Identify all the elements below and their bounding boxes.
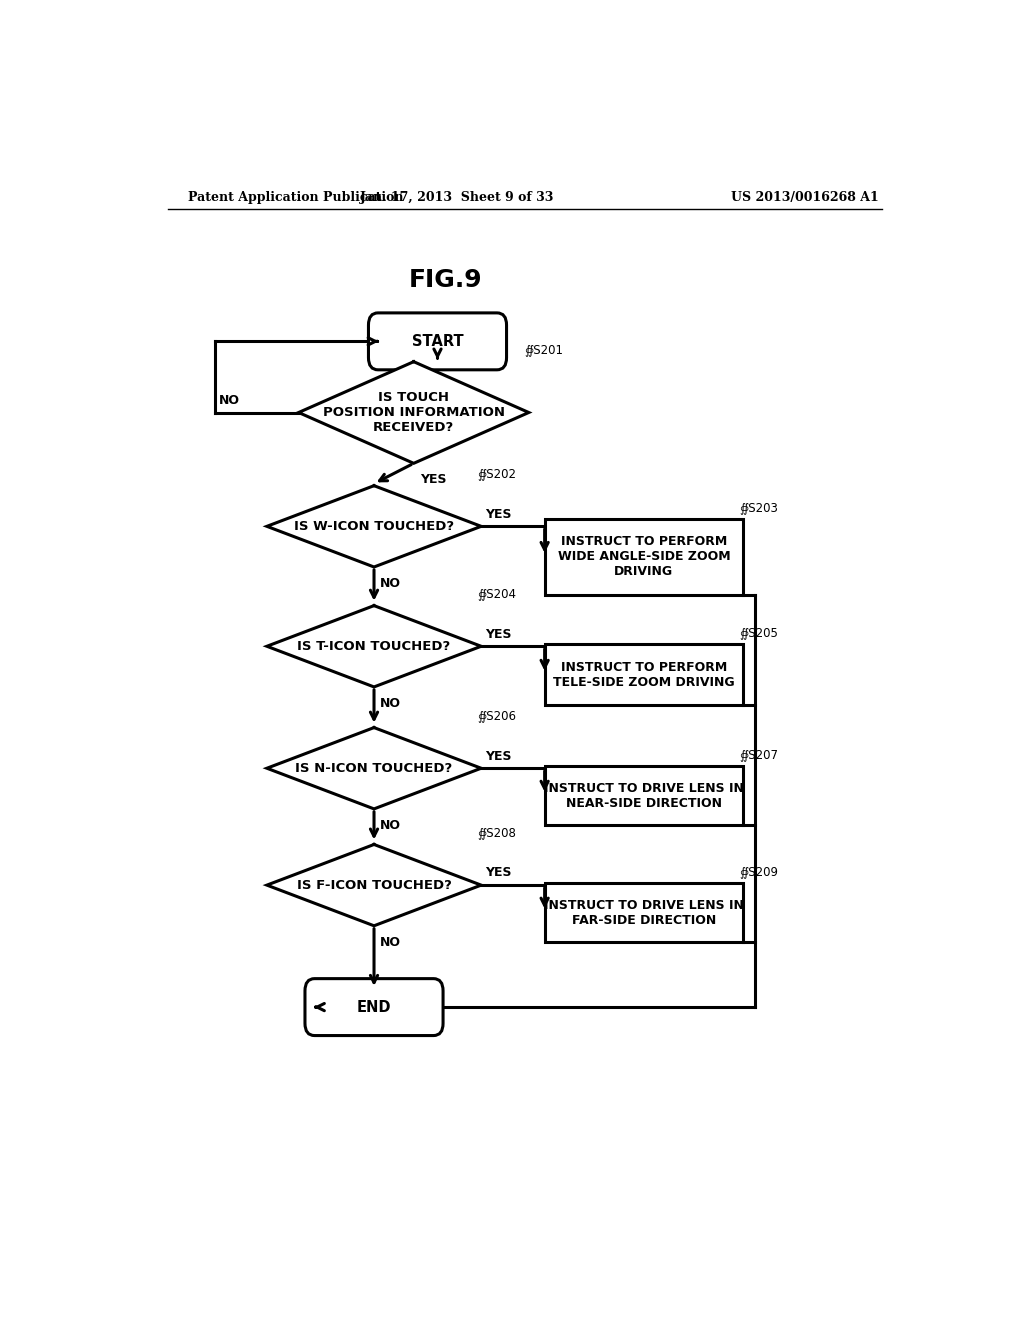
Text: YES: YES xyxy=(420,473,446,486)
Text: ∯S209: ∯S209 xyxy=(739,865,778,878)
Text: IS W-ICON TOUCHED?: IS W-ICON TOUCHED? xyxy=(294,520,454,533)
Bar xyxy=(545,883,743,942)
Text: INSTRUCT TO PERFORM
WIDE ANGLE-SIDE ZOOM
DRIVING: INSTRUCT TO PERFORM WIDE ANGLE-SIDE ZOOM… xyxy=(557,536,730,578)
Text: NO: NO xyxy=(380,936,401,949)
Bar xyxy=(545,519,743,595)
Text: Patent Application Publication: Patent Application Publication xyxy=(187,190,403,203)
Text: IS F-ICON TOUCHED?: IS F-ICON TOUCHED? xyxy=(297,879,452,891)
Polygon shape xyxy=(299,362,528,463)
Polygon shape xyxy=(267,727,481,809)
Bar xyxy=(545,766,743,825)
Text: INSTRUCT TO DRIVE LENS IN
NEAR-SIDE DIRECTION: INSTRUCT TO DRIVE LENS IN NEAR-SIDE DIRE… xyxy=(544,781,743,809)
Text: ∯S203: ∯S203 xyxy=(739,500,778,513)
Text: INSTRUCT TO DRIVE LENS IN
FAR-SIDE DIRECTION: INSTRUCT TO DRIVE LENS IN FAR-SIDE DIREC… xyxy=(544,899,743,927)
Text: NO: NO xyxy=(380,577,401,590)
Text: YES: YES xyxy=(485,508,512,520)
Text: NO: NO xyxy=(380,818,401,832)
Polygon shape xyxy=(267,845,481,925)
Text: END: END xyxy=(356,999,391,1015)
Text: YES: YES xyxy=(485,627,512,640)
FancyBboxPatch shape xyxy=(369,313,507,370)
Bar xyxy=(545,644,743,705)
Text: ∯S201: ∯S201 xyxy=(524,343,564,356)
Text: YES: YES xyxy=(485,866,512,879)
Text: IS T-ICON TOUCHED?: IS T-ICON TOUCHED? xyxy=(297,640,451,653)
Text: IS N-ICON TOUCHED?: IS N-ICON TOUCHED? xyxy=(295,762,453,775)
Text: ∯S206: ∯S206 xyxy=(477,710,516,722)
Text: INSTRUCT TO PERFORM
TELE-SIDE ZOOM DRIVING: INSTRUCT TO PERFORM TELE-SIDE ZOOM DRIVI… xyxy=(553,661,734,689)
Text: YES: YES xyxy=(485,750,512,763)
Text: ∯S204: ∯S204 xyxy=(477,587,516,601)
Text: ∯S205: ∯S205 xyxy=(739,626,778,639)
Text: Jan. 17, 2013  Sheet 9 of 33: Jan. 17, 2013 Sheet 9 of 33 xyxy=(360,190,555,203)
Text: IS TOUCH
POSITION INFORMATION
RECEIVED?: IS TOUCH POSITION INFORMATION RECEIVED? xyxy=(323,391,505,434)
Text: FIG.9: FIG.9 xyxy=(409,268,482,292)
Text: ∯S208: ∯S208 xyxy=(477,826,516,840)
Polygon shape xyxy=(267,486,481,568)
Polygon shape xyxy=(267,606,481,686)
Text: NO: NO xyxy=(380,697,401,710)
Text: US 2013/0016268 A1: US 2013/0016268 A1 xyxy=(731,190,879,203)
Text: ∯S202: ∯S202 xyxy=(477,467,516,480)
Text: ∯S207: ∯S207 xyxy=(739,748,778,762)
Text: START: START xyxy=(412,334,463,348)
Text: NO: NO xyxy=(219,393,241,407)
FancyBboxPatch shape xyxy=(305,978,443,1036)
